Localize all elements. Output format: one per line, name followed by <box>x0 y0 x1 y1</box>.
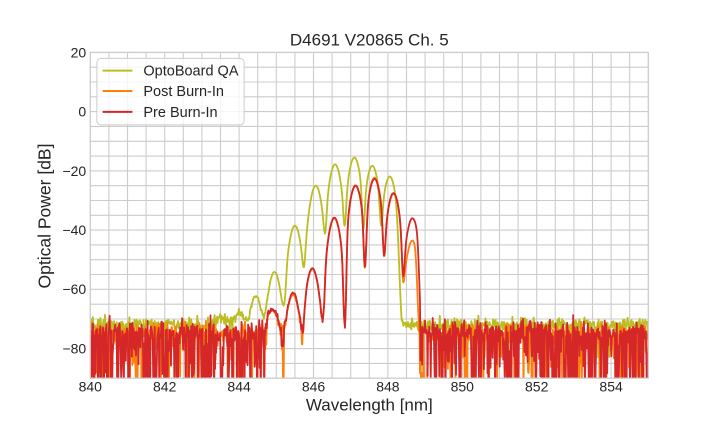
svg-text:Post Burn-In: Post Burn-In <box>143 84 224 100</box>
svg-text:852: 852 <box>525 379 549 395</box>
svg-text:850: 850 <box>451 379 475 395</box>
svg-text:854: 854 <box>599 379 623 395</box>
svg-text:840: 840 <box>79 379 103 395</box>
svg-text:844: 844 <box>227 379 251 395</box>
svg-text:−40: −40 <box>62 222 86 238</box>
svg-text:−20: −20 <box>62 163 86 179</box>
svg-text:20: 20 <box>71 44 87 60</box>
svg-text:848: 848 <box>376 379 400 395</box>
svg-text:Pre Burn-In: Pre Burn-In <box>143 105 217 121</box>
svg-text:D4691 V20865 Ch. 5: D4691 V20865 Ch. 5 <box>290 30 449 49</box>
svg-text:842: 842 <box>153 379 177 395</box>
svg-text:−60: −60 <box>62 281 86 297</box>
svg-text:0: 0 <box>78 104 86 120</box>
svg-text:Wavelength [nm]: Wavelength [nm] <box>306 396 433 415</box>
svg-text:−80: −80 <box>62 341 86 357</box>
svg-text:OptoBoard QA: OptoBoard QA <box>143 64 238 80</box>
svg-text:Optical Power [dB]: Optical Power [dB] <box>35 144 55 289</box>
svg-text:846: 846 <box>302 379 326 395</box>
